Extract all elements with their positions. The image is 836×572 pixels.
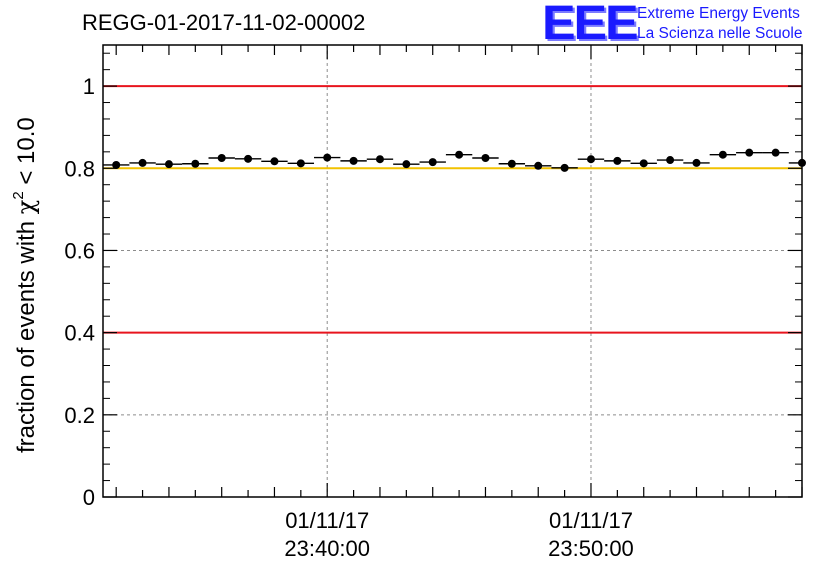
data-point <box>656 156 684 165</box>
data-point-marker <box>375 155 384 164</box>
data-point-marker <box>402 160 411 169</box>
data-point <box>103 160 130 169</box>
data-point <box>709 150 737 159</box>
data-point <box>630 159 657 168</box>
y-tick-label: 0.6 <box>64 238 95 263</box>
data-point-marker <box>586 155 595 164</box>
data-point <box>419 158 446 167</box>
data-point <box>472 154 499 162</box>
x-tick-label-time: 23:50:00 <box>548 536 634 561</box>
logo-line-extreme-energy-events: Extreme Energy Events <box>637 5 800 22</box>
eee-logo: EEE Extreme Energy Events La Scienza nel… <box>542 0 832 50</box>
x-tick-label-date: 01/11/17 <box>285 508 369 533</box>
data-point <box>366 155 394 164</box>
y-tick-label: 0 <box>83 485 95 510</box>
data-point <box>208 154 235 162</box>
y-axis-label-exponent: 2 <box>10 191 27 199</box>
data-point-marker <box>244 154 253 163</box>
y-axis-label: fraction of events with χ2 < 10.0 <box>10 117 40 453</box>
data-point <box>340 156 367 165</box>
data-point-marker <box>323 153 332 162</box>
data-point-marker <box>349 156 358 165</box>
x-tick-label-date: 01/11/17 <box>549 508 633 533</box>
data-point-marker <box>771 148 780 157</box>
data-point-marker <box>666 156 675 165</box>
data-point-marker <box>613 156 622 165</box>
data-point-marker <box>507 159 516 168</box>
data-series <box>103 148 806 172</box>
data-point <box>604 156 631 165</box>
chart-title: REGG-01-2017-11-02-00002 <box>82 10 366 35</box>
data-point-marker <box>718 150 727 159</box>
plot-frame <box>102 44 803 498</box>
data-point-marker <box>112 160 121 169</box>
data-point <box>287 159 315 168</box>
data-point <box>261 157 288 166</box>
logo-line-scienza-scuole: La Scienza nelle Scuole <box>637 25 803 42</box>
data-point <box>525 161 552 170</box>
y-tick-label: 1 <box>83 74 95 99</box>
data-point-marker <box>164 160 173 169</box>
data-point-marker <box>560 163 569 172</box>
data-point <box>314 153 341 162</box>
data-point <box>182 159 209 168</box>
data-point <box>683 158 710 167</box>
data-point <box>551 163 578 172</box>
data-point-marker <box>745 148 754 157</box>
data-point-marker <box>534 161 543 170</box>
data-point-marker <box>191 159 200 168</box>
data-point-marker <box>798 158 806 167</box>
data-point-marker <box>455 150 464 159</box>
y-tick-label: 0.8 <box>64 156 95 181</box>
data-point <box>762 148 789 157</box>
reference-lines <box>103 85 802 334</box>
data-point-marker <box>692 158 701 167</box>
data-point-marker <box>639 159 648 168</box>
y-tick-label: 0.2 <box>64 403 95 428</box>
data-point-marker <box>296 159 305 168</box>
eee-logo-mark: EEE <box>542 0 639 50</box>
data-point <box>788 158 806 167</box>
data-point-marker <box>428 158 437 167</box>
data-point-marker <box>138 158 147 167</box>
axis-labels: 0 0.2 0.4 0.6 0.8 1 01/11/17 23:40:00 01/11/17 23… <box>10 74 634 561</box>
data-point <box>234 154 262 163</box>
y-axis-label-suffix: < 10.0 <box>13 117 40 191</box>
data-point <box>155 160 183 169</box>
y-axis-label-prefix: fraction of events with <box>13 214 40 453</box>
data-point <box>736 148 763 157</box>
data-point-marker <box>481 154 490 162</box>
data-point-marker <box>270 157 279 166</box>
data-point-marker <box>217 154 226 162</box>
data-point <box>445 150 473 159</box>
grid-layer <box>103 45 802 497</box>
y-tick-label: 0.4 <box>64 321 95 346</box>
data-point <box>393 160 420 169</box>
data-point <box>129 158 156 167</box>
data-point <box>498 159 526 168</box>
x-tick-label-time: 23:40:00 <box>284 536 370 561</box>
axis-ticks <box>103 45 803 498</box>
y-axis-label-chi: χ <box>12 199 40 214</box>
data-point <box>577 155 605 164</box>
